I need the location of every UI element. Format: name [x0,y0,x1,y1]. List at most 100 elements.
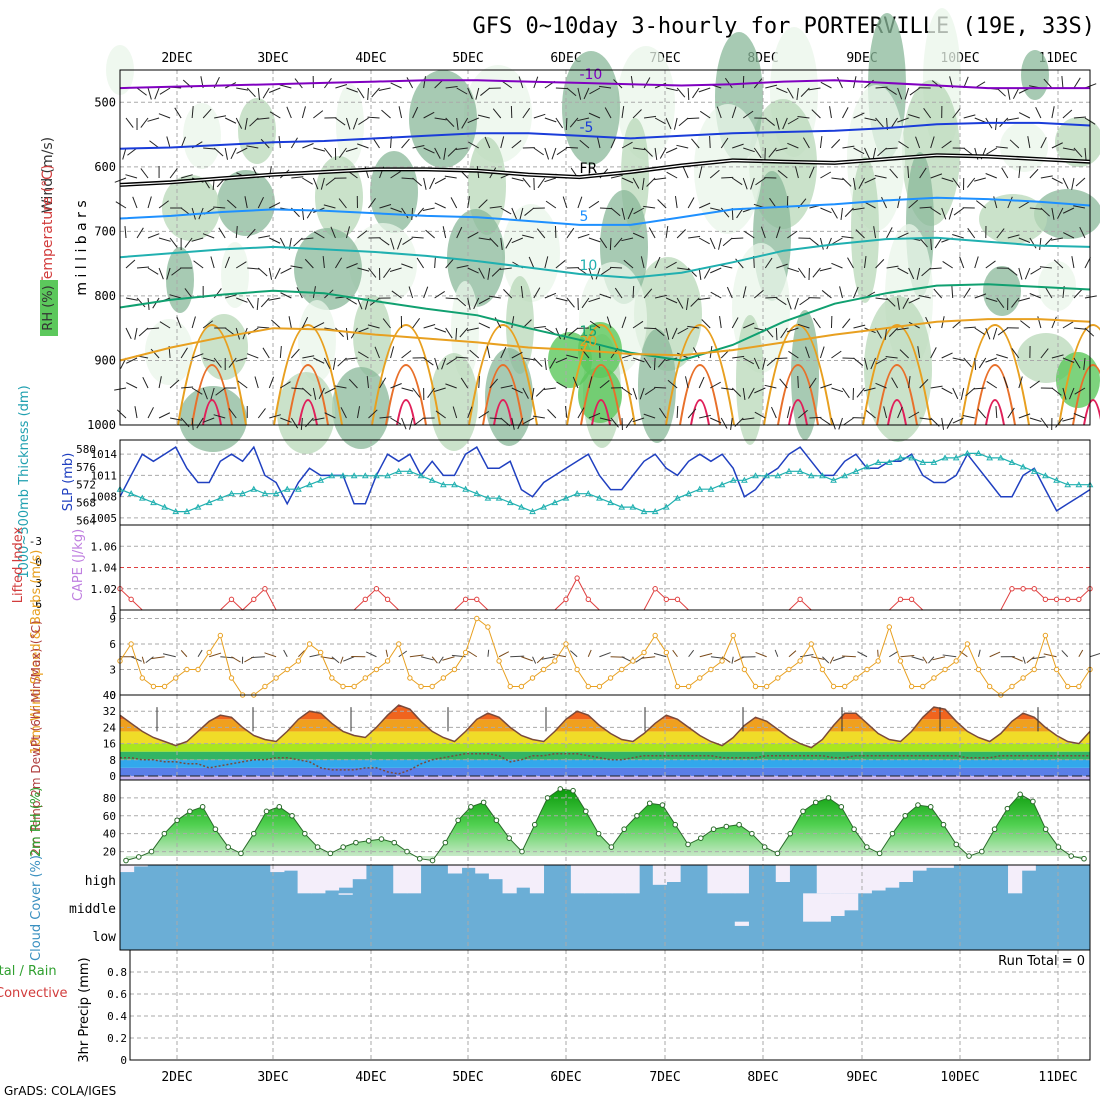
wind-barb [621,177,634,184]
thickness-marker [350,472,358,479]
wind-barb [147,327,160,330]
date-label-top: 5DEC [452,51,483,66]
wind-barb [840,207,843,220]
wind-barb [658,357,667,368]
wind-barb [520,286,524,299]
wind-barb [562,196,568,209]
cloud-cell [516,865,531,888]
surface-wind-barb [710,656,725,659]
surface-wind-barb [343,656,355,662]
wind-barb [809,416,822,419]
panel-frame [119,69,1091,426]
wind-barb [352,117,358,130]
wind-barb [831,139,841,149]
wind-barb [1012,87,1020,99]
wind-barb [941,177,954,182]
rh-marker [787,830,794,837]
wind-barb [657,199,667,209]
wind-barb [257,408,266,419]
wind-barb [844,207,854,217]
wind-barb [839,286,843,299]
wind-barb [390,171,401,179]
isotherm-hot [580,364,622,426]
wind-barb [383,267,391,279]
wind-barb [609,237,612,251]
wind-barb [469,349,480,359]
wind-barb [985,357,997,363]
cape-marker [908,596,915,603]
wind-barb [412,317,421,329]
wind-barb [158,376,162,389]
thickness-marker [183,508,191,515]
thickness-marker [205,499,213,506]
wind-barb [665,226,669,239]
wind-barb [820,207,832,214]
wind-barb [1073,205,1086,209]
pressure-tick: 900 [94,353,116,367]
wind-barb [372,137,380,149]
wind-barb [830,417,836,430]
temp-band [120,775,1090,780]
wind-ylabel: 10m Wind Speed & Barbs (m/s) [29,550,44,755]
slp-line [119,445,1091,512]
wind-barb [136,266,150,269]
wind-speed-marker [317,649,324,656]
wind-barb [930,237,932,251]
rh-line [125,788,1085,862]
wind-barb [1051,354,1064,359]
wind-barb [427,387,436,399]
wind-barb [434,117,447,121]
wind-barb [478,375,481,389]
wind-barb [456,297,467,307]
rh-marker [442,839,449,846]
temperature-ylabel: 2m Temp 2m DewPt (6hr Min/Max) (°C) [29,620,43,855]
wind-barb [511,177,524,182]
wind-speed-marker [451,666,458,673]
date-label-bottom: 5DEC [452,1070,483,1085]
wind-barb [743,147,755,153]
wind-barb [291,387,304,390]
wind-barb [268,376,275,389]
rh-tick: 60 [103,810,116,823]
wind-barb [847,257,854,269]
wind-barb [566,227,575,239]
wind-barb [682,166,689,179]
wind-barb [985,327,991,340]
wind-barb [812,267,821,278]
wind-barb [445,383,457,389]
wind-barb [412,387,421,398]
rh-shade-blob [694,104,762,234]
cape-marker [574,575,580,581]
wind-barb [1018,267,1023,280]
cloud-ylabel: Cloud Cover (%) [29,855,44,961]
precip-tick: 0.4 [107,1010,127,1023]
isotherm-label: 5 [579,209,588,225]
cloud-cover-panel: high middle low Cloud Cover (%) [29,855,1091,961]
slp-thickness-panel: 564 568 572 576 580 1005 1008 1011 1014 1000~500… [17,385,1094,579]
wind-barb [269,202,281,209]
rh-marker [749,830,755,837]
wind-barb [974,357,977,371]
wind-barb [301,237,314,240]
wind-barb [687,408,697,419]
wind-barb [478,237,491,241]
wind-barb [478,411,490,419]
wind-barb [720,207,730,218]
wind-barb [324,387,336,394]
wind-barb [643,413,656,419]
cloud-cell [133,865,148,867]
wind-barb [134,406,138,419]
wind-barb [500,385,513,389]
surface-wind-barb [231,656,241,663]
wind-barb [1007,234,1020,239]
temp-band [120,767,1090,776]
wind-barb [500,346,507,359]
temp-tick: 32 [103,705,116,718]
wind-barb [632,109,642,119]
wind-speed-marker [596,683,603,690]
wind-barb [588,237,601,243]
thickness-marker [1008,458,1016,465]
wind-barb [698,87,711,93]
cape-marker [251,596,257,603]
